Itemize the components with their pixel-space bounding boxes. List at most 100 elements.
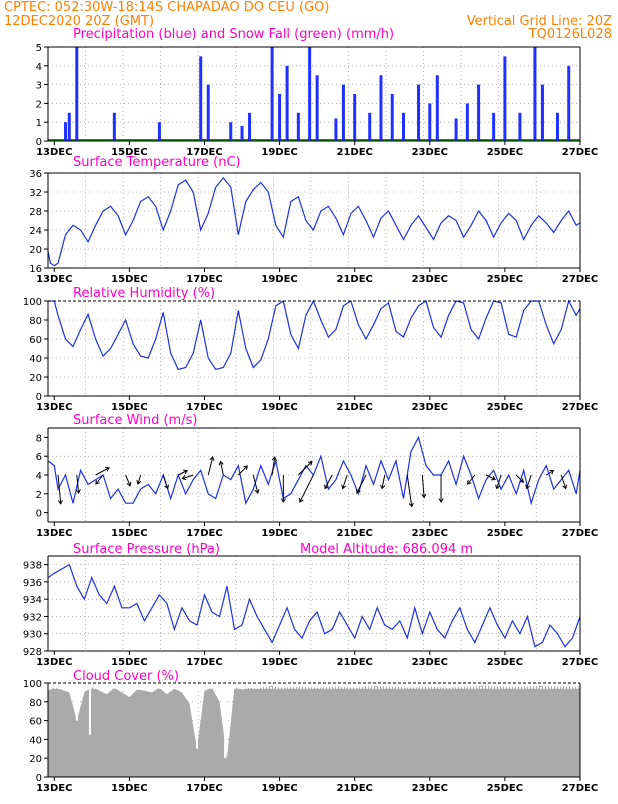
cloud-texture bbox=[510, 686, 512, 689]
cloud-texture bbox=[120, 686, 122, 689]
temp-ytick-label: 20 bbox=[29, 245, 42, 256]
cloud-texture bbox=[489, 683, 491, 689]
cloud-texture bbox=[69, 683, 71, 689]
temp-xtick-label: 21DEC bbox=[336, 274, 372, 285]
cloud-texture bbox=[399, 683, 401, 689]
precip-bar bbox=[341, 84, 345, 141]
cloud-texture bbox=[408, 685, 410, 689]
cloud-texture bbox=[180, 686, 182, 689]
cloud-texture bbox=[48, 685, 50, 689]
cloud-texture bbox=[468, 685, 470, 689]
cloud-texture bbox=[273, 685, 275, 689]
wind-vector bbox=[76, 474, 80, 494]
wind-vector bbox=[298, 461, 313, 476]
wind-xtick-label: 25DEC bbox=[487, 528, 523, 539]
wind-vector-head bbox=[57, 499, 63, 505]
cloud-texture bbox=[207, 682, 209, 689]
wind-vector-head bbox=[341, 484, 347, 490]
cloud-texture bbox=[135, 686, 137, 689]
wind-vector bbox=[526, 474, 532, 489]
cloud-texture bbox=[63, 685, 65, 689]
wind-vector-head bbox=[209, 456, 215, 461]
cloud-texture bbox=[156, 684, 158, 689]
precip-ytick-label: 4 bbox=[36, 62, 42, 73]
precip-bar bbox=[67, 112, 71, 141]
cloud-texture bbox=[339, 683, 341, 689]
wind-xtick-label: 15DEC bbox=[111, 528, 147, 539]
temp-ytick-label: 24 bbox=[29, 226, 42, 237]
wind-vector-head bbox=[254, 489, 260, 494]
cloud-ytick-label: 20 bbox=[29, 754, 42, 765]
cloud-texture bbox=[564, 683, 566, 689]
cloud-texture bbox=[177, 682, 179, 689]
cloud-texture bbox=[375, 686, 377, 689]
precip-xtick-label: 19DEC bbox=[261, 147, 297, 158]
humidity-xtick-label: 15DEC bbox=[111, 402, 147, 413]
cloud-texture bbox=[570, 686, 572, 689]
temp-ytick-label: 28 bbox=[29, 207, 42, 218]
cloud-texture bbox=[96, 684, 98, 689]
pressure-xtick-label: 15DEC bbox=[111, 657, 147, 668]
cloud-texture bbox=[435, 686, 437, 689]
cloud-texture bbox=[267, 682, 269, 689]
header-date: 12DEC2020 20Z (GMT) bbox=[4, 14, 154, 29]
wind-vector bbox=[421, 474, 425, 498]
cloud-texture bbox=[354, 683, 356, 689]
cloud-texture bbox=[78, 685, 80, 689]
cloud-texture bbox=[198, 685, 200, 689]
cloud-texture bbox=[306, 684, 308, 689]
cloud-texture bbox=[531, 684, 533, 689]
cloud-texture bbox=[282, 682, 284, 689]
cloud-texture bbox=[333, 685, 335, 689]
wind-vector-head bbox=[519, 478, 525, 483]
cloud-area bbox=[48, 685, 580, 777]
cloud-texture bbox=[270, 686, 272, 689]
wind-vector-head bbox=[438, 498, 444, 503]
precip-bar bbox=[64, 122, 68, 141]
wind-vector bbox=[137, 474, 142, 485]
cloud-texture bbox=[495, 686, 497, 689]
cloud-texture bbox=[561, 684, 563, 689]
cloud-texture bbox=[246, 684, 248, 689]
precip-bar bbox=[206, 84, 210, 141]
cloud-texture bbox=[453, 685, 455, 689]
precip-bar bbox=[270, 47, 274, 141]
cloud-texture bbox=[378, 685, 380, 689]
precip-bar bbox=[248, 112, 252, 141]
cloud-texture bbox=[501, 684, 503, 689]
cloud-texture bbox=[213, 685, 215, 689]
humidity-ytick-label: 20 bbox=[29, 373, 42, 384]
wind-vector-head bbox=[181, 475, 187, 481]
cloud-title: Cloud Cover (%) bbox=[73, 669, 179, 684]
wind-vector bbox=[162, 474, 169, 489]
cloud-texture bbox=[201, 684, 203, 689]
cloud-texture bbox=[147, 682, 149, 689]
precip-bar bbox=[296, 112, 300, 141]
wind-vector-head bbox=[136, 479, 142, 485]
cloud-texture bbox=[345, 686, 347, 689]
wind-vector-head bbox=[75, 489, 81, 494]
wind-vector bbox=[324, 474, 333, 489]
cloud-texture bbox=[174, 683, 176, 689]
wind-title: Surface Wind (m/s) bbox=[73, 413, 197, 428]
cloud-texture bbox=[150, 686, 152, 689]
pressure-xtick-label: 23DEC bbox=[412, 657, 448, 668]
precip-bar bbox=[454, 118, 458, 141]
cloud-texture bbox=[348, 685, 350, 689]
cloud-texture bbox=[360, 686, 362, 689]
cloud-texture bbox=[483, 685, 485, 689]
precip-xtick-label: 15DEC bbox=[111, 147, 147, 158]
humidity-xtick-label: 13DEC bbox=[36, 402, 72, 413]
wind-ytick-label: 2 bbox=[36, 490, 42, 501]
cloud-texture bbox=[165, 686, 167, 689]
cloud-ytick-label: 0 bbox=[36, 773, 42, 784]
cloud-texture bbox=[459, 683, 461, 689]
cloud-texture bbox=[183, 685, 185, 689]
cloud-texture bbox=[219, 683, 221, 689]
cloud-texture bbox=[414, 683, 416, 689]
cloud-texture bbox=[417, 682, 419, 689]
cloud-texture bbox=[321, 684, 323, 689]
precip-plot-area bbox=[48, 47, 580, 141]
wind-vector bbox=[252, 474, 259, 494]
cloud-texture bbox=[534, 683, 536, 689]
